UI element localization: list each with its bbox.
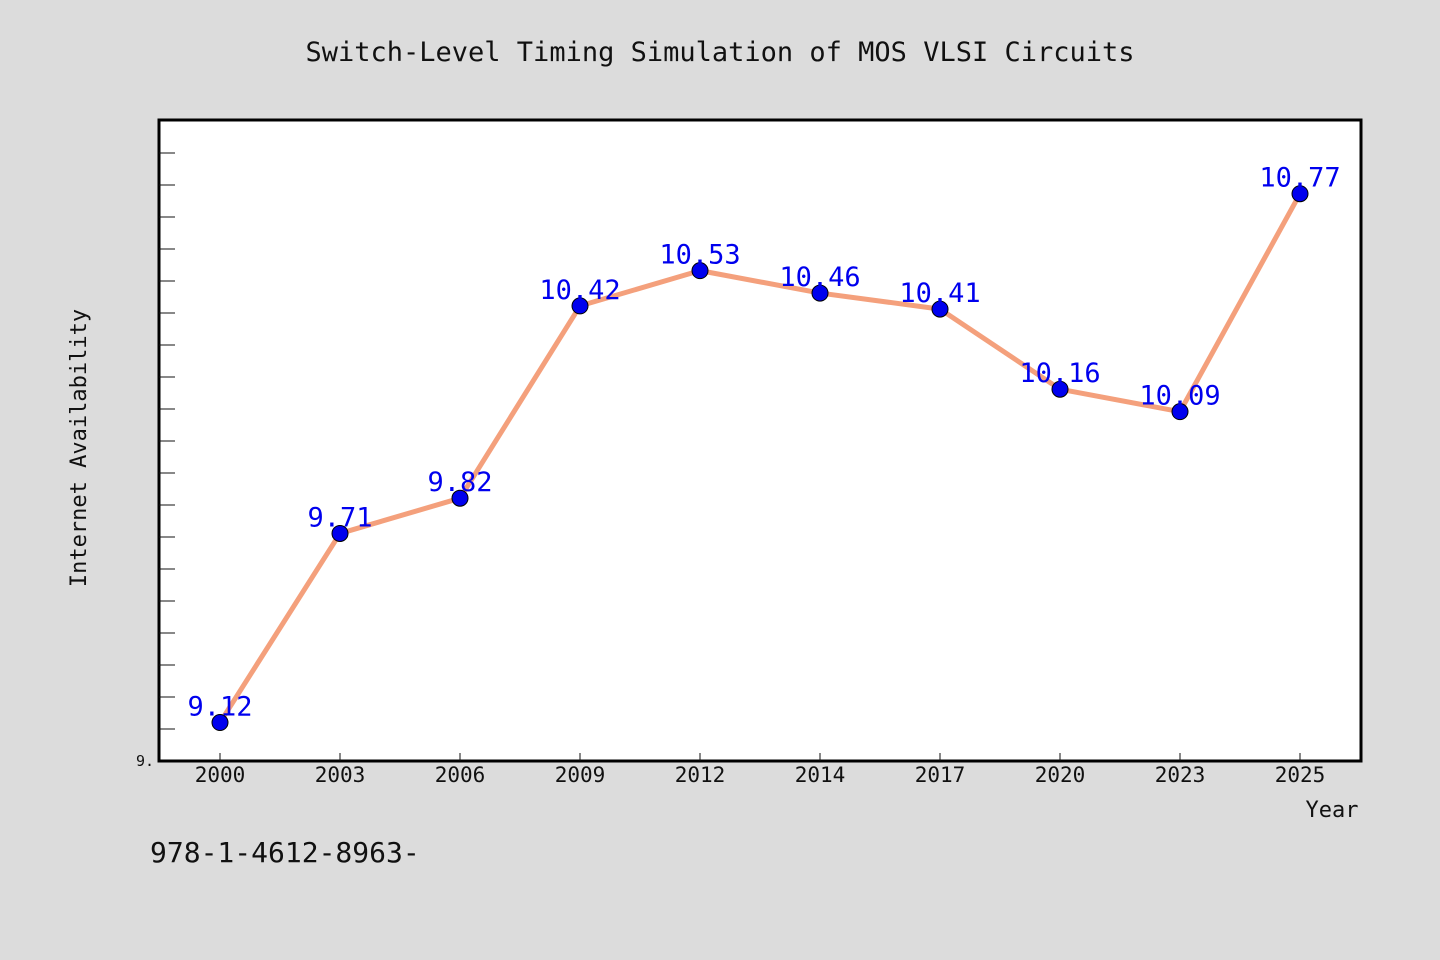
y-tick-label: 9.	[136, 752, 154, 770]
chart-title: Switch-Level Timing Simulation of MOS VL…	[305, 37, 1134, 68]
data-point-label: 10.77	[1259, 163, 1340, 194]
y-axis-ticks	[159, 152, 175, 730]
x-tick-label: 2017	[915, 763, 966, 787]
data-point-marker	[1171, 403, 1189, 421]
data-point-label: 10.16	[1019, 358, 1100, 389]
x-tick-label: 2006	[435, 763, 486, 787]
x-axis-label: Year	[1306, 798, 1359, 823]
footer-text: 978-1-4612-8963-	[150, 836, 420, 869]
data-point-label: 10.53	[659, 240, 740, 271]
series-line-group: 9.12 9.71 9.82 10.42 10.53 10.46 10.41 10.16 10.…	[187, 163, 1341, 732]
data-point-label: 10.09	[1139, 381, 1220, 412]
plot-area	[157, 118, 1363, 763]
x-tick-label: 2000	[195, 763, 246, 787]
x-tick-label: 2025	[1275, 763, 1326, 787]
data-point-label: 9.71	[307, 502, 372, 533]
x-tick-label: 2009	[555, 763, 606, 787]
data-point-marker	[331, 524, 349, 542]
data-point-label: 10.46	[779, 262, 860, 293]
data-point-label: 9.12	[187, 692, 252, 723]
data-point-label: 10.42	[539, 275, 620, 306]
data-point-label: 10.41	[899, 278, 980, 309]
x-tick-label: 2020	[1035, 763, 1086, 787]
x-tick-label: 2012	[675, 763, 726, 787]
x-tick-label: 2014	[795, 763, 846, 787]
data-point-marker	[451, 489, 469, 507]
data-point-marker	[811, 284, 829, 302]
data-point-marker	[691, 262, 709, 280]
data-point-marker	[571, 297, 589, 315]
data-point-marker	[211, 714, 229, 732]
data-point-label: 9.82	[427, 467, 492, 498]
x-axis-ticks	[219, 753, 1301, 761]
x-tick-label: 2023	[1155, 763, 1206, 787]
data-point-marker	[1291, 185, 1309, 203]
series-line	[217, 191, 1303, 726]
data-point-marker	[931, 300, 949, 318]
data-point-marker	[1051, 380, 1069, 398]
y-axis-label: Internet Availability	[67, 309, 92, 587]
x-axis-tick-labels: 2000 2003 2006 2009 2012 2014 2017 2020 2023 2025	[195, 763, 1326, 787]
x-tick-label: 2003	[315, 763, 366, 787]
